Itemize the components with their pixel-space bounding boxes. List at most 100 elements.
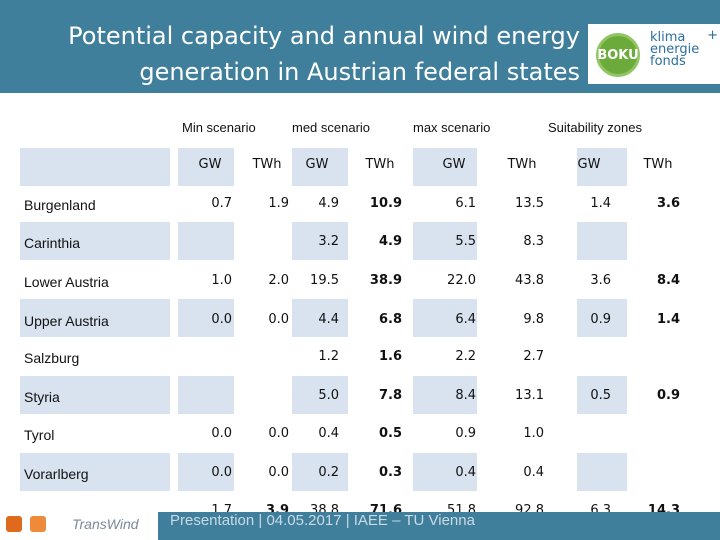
table-cell: 2.0 [268,273,289,288]
footer-text: Presentation | 04.05.2017 | IAEE – TU Vi… [170,512,475,529]
table-cell: 2.7 [523,349,544,364]
table-cell: 5.0 [318,388,339,403]
footer-brand: TransWind [72,516,139,532]
table-shade-block [413,222,477,260]
table-shade-block [577,222,627,260]
table-cell: 0.2 [318,465,339,480]
table-shade-block [178,299,234,337]
row-label: Styria [24,389,60,405]
table-cell: 2.2 [455,349,476,364]
table-shade-block [577,376,627,414]
table-cell: 38.9 [369,273,402,288]
table-unit-header: TWh [365,157,395,172]
table-cell: 6.8 [378,312,402,327]
table-cell: 8.4 [455,388,476,403]
footer-strip [158,512,720,540]
table-shade-block [20,453,170,491]
table-cell: 0.0 [211,465,232,480]
table-cell: 5.5 [455,234,476,249]
table-group-header: max scenario [413,120,491,135]
klimafonds-line: klima [650,30,686,45]
table-cell: 1.9 [268,196,289,211]
table-group-header: Suitability zones [548,120,642,135]
row-label: Tyrol [24,427,55,443]
table-cell: 4.4 [318,312,339,327]
klimafonds-plus: + [707,28,718,43]
table-shade-block [413,453,477,491]
table-cell: 43.8 [515,273,544,288]
table-cell: 0.0 [268,426,289,441]
table-shade-block [577,148,627,186]
table-cell: 0.4 [455,465,476,480]
table-shade-block [292,222,348,260]
table-unit-header: GW [305,157,329,172]
table-cell: 10.9 [369,196,402,211]
row-label: Salzburg [24,350,80,366]
table-cell: 7.8 [378,388,402,403]
table-shade-block [20,222,170,260]
table-group-header: Min scenario [182,120,256,135]
table-cell: 1.4 [656,312,680,327]
table-unit-header: TWh [507,157,537,172]
table-cell: 0.5 [590,388,611,403]
table-shade-block [20,376,170,414]
table-cell: 13.1 [515,388,544,403]
table-cell: 0.5 [378,426,402,441]
edit-icon [6,516,22,532]
table-shade-block [292,376,348,414]
gear-icon [30,516,46,532]
table-shade-block [20,148,170,186]
table-cell: 8.3 [523,234,544,249]
klimafonds-line: fonds [650,54,686,69]
table-cell: 19.5 [310,273,339,288]
table-cell: 3.2 [318,234,339,249]
table-shade-block [577,299,627,337]
table-cell: 0.3 [378,465,402,480]
table-shade-block [178,148,234,186]
row-label: Vorarlberg [24,466,89,482]
slide-title: Potential capacity and annual wind energ… [68,22,580,86]
klimafonds-line: energie [650,42,700,57]
table-cell: 3.6 [590,273,611,288]
table-cell: 1.0 [523,426,544,441]
table-cell: 0.7 [211,196,232,211]
table-cell: 0.0 [268,312,289,327]
table-cell: 0.9 [455,426,476,441]
table-cell: 4.9 [318,196,339,211]
table-cell: 1.4 [590,196,611,211]
footer-brand-area: TransWind [0,506,158,540]
table-cell: 0.4 [523,465,544,480]
table-cell: 6.4 [455,312,476,327]
table-shade-block [178,376,234,414]
table-cell: 0.0 [268,465,289,480]
table-shade-block [577,453,627,491]
row-label: Burgenland [24,197,96,213]
logo-area: BOKU klima energie fonds + [588,24,720,84]
table-unit-header: GW [577,157,601,172]
table-unit-header: GW [198,157,222,172]
table-cell: 0.9 [656,388,680,403]
table-cell: 1.6 [378,349,402,364]
row-label: Carinthia [24,235,81,251]
table-shade-block [178,222,234,260]
klimafonds-logo: klima energie fonds + [650,29,718,78]
table-shade-block [178,453,234,491]
table-cell: 0.9 [590,312,611,327]
table-cell: 0.4 [318,426,339,441]
row-label: Lower Austria [24,274,109,290]
title-bar: Potential capacity and annual wind energ… [0,0,720,93]
table-cell: 0.0 [211,312,232,327]
table-cell: 1.0 [211,273,232,288]
table-shade-block [292,453,348,491]
table-cell: 3.6 [656,196,680,211]
table-unit-header: TWh [252,157,282,172]
table-shade-block [20,299,170,337]
table-shade-block [292,148,348,186]
table-group-header: med scenario [292,120,371,135]
table-shade-block [413,148,477,186]
table-cell: 13.5 [515,196,544,211]
table-shade-block [413,376,477,414]
table-cell: 22.0 [447,273,476,288]
table-unit-header: GW [442,157,466,172]
table-shade-block [292,299,348,337]
